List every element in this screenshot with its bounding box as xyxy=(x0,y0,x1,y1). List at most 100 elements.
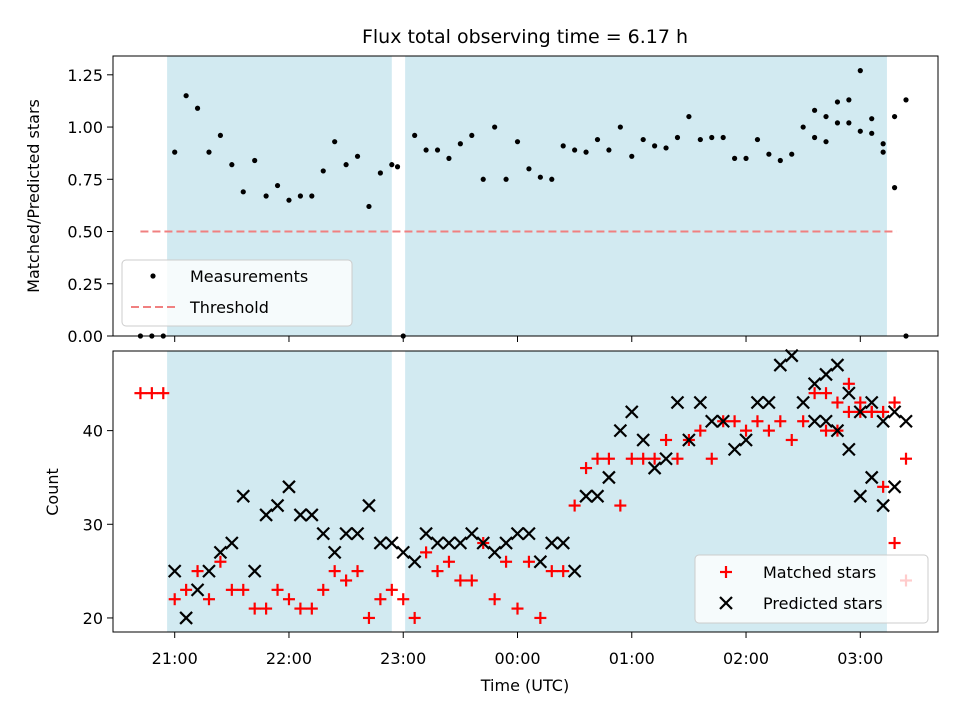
predicted-star-stroke xyxy=(659,451,673,466)
measurement-point xyxy=(880,141,886,147)
predicted-star-point xyxy=(202,564,216,578)
x-tick-label: 23:00 xyxy=(380,649,426,668)
y-tick-label: 1.00 xyxy=(67,118,103,137)
predicted-star-point xyxy=(716,414,730,429)
measurement-point xyxy=(720,134,726,141)
matched-star-point xyxy=(271,583,284,596)
matched-star-point xyxy=(420,546,433,559)
predicted-star-stroke xyxy=(864,470,879,485)
predicted-star-stroke xyxy=(636,433,650,447)
legend-predicted-label: Predicted stars xyxy=(763,594,883,613)
predicted-star-stroke xyxy=(270,498,285,513)
predicted-star-stroke xyxy=(842,442,856,457)
matched-star-point xyxy=(900,452,913,465)
matched-star-point xyxy=(751,415,764,428)
x-tick-label: 03:00 xyxy=(837,649,883,668)
matched-star-point xyxy=(831,396,844,409)
matched-star-point xyxy=(351,565,364,578)
predicted-star-point xyxy=(784,348,799,363)
predicted-star-point xyxy=(510,526,525,541)
matched-star-point xyxy=(442,555,455,568)
predicted-star-point xyxy=(167,564,182,578)
predicted-star-stroke xyxy=(385,536,399,550)
matched-star-point xyxy=(591,452,604,465)
legend-measurements-marker xyxy=(150,273,156,279)
predicted-star-point xyxy=(750,395,765,410)
matched-star-point xyxy=(705,452,718,465)
x-tick-label: 01:00 xyxy=(609,649,655,668)
measurement-point xyxy=(857,68,863,74)
predicted-star-point xyxy=(590,489,605,503)
matched-star-point xyxy=(202,593,215,606)
matched-star-point xyxy=(637,452,650,465)
predicted-star-stroke xyxy=(887,480,902,494)
predicted-star-point xyxy=(567,564,582,578)
bottom-legend-box xyxy=(694,554,929,624)
predicted-star-point xyxy=(442,536,456,550)
y-tick-label: 40 xyxy=(83,422,103,441)
measurement-point xyxy=(811,107,818,113)
matched-star-point xyxy=(671,452,684,465)
predicted-star-stroke xyxy=(350,526,365,541)
legend-matched-marker xyxy=(720,566,732,578)
measurement-point xyxy=(389,162,395,168)
measurement-point xyxy=(537,174,543,180)
predicted-star-point xyxy=(396,545,411,560)
predicted-star-stroke xyxy=(419,526,433,541)
predicted-star-stroke xyxy=(545,536,559,550)
measurement-point xyxy=(880,149,886,155)
predicted-star-point xyxy=(864,395,879,410)
matched-star-point xyxy=(785,433,798,446)
measurement-point xyxy=(297,193,303,199)
predicted-star-point xyxy=(179,611,193,625)
predicted-star-stroke xyxy=(339,526,353,541)
measurement-point xyxy=(286,197,292,203)
predicted-star-stroke xyxy=(465,526,479,541)
measurement-point xyxy=(572,147,578,153)
matched-star-point xyxy=(625,452,638,465)
bottom-legend: Matched stars Predicted stars xyxy=(694,554,929,624)
measurement-point xyxy=(903,97,909,103)
measurement-point xyxy=(377,170,383,176)
predicted-star-stroke xyxy=(282,480,296,494)
predicted-star-point xyxy=(545,536,559,550)
predicted-star-point xyxy=(636,433,650,447)
predicted-star-point xyxy=(876,414,890,429)
bottom-y-axis-label: Count xyxy=(43,468,62,516)
predicted-star-point xyxy=(430,536,445,550)
matched-star-point xyxy=(294,602,307,615)
matched-star-point xyxy=(820,424,833,437)
y-tick-label: 30 xyxy=(83,515,103,534)
predicted-star-stroke xyxy=(487,545,502,560)
predicted-star-point xyxy=(282,480,296,494)
top-axes-frame xyxy=(112,55,939,337)
measurement-point xyxy=(652,143,658,149)
predicted-star-stroke xyxy=(316,526,331,541)
measurement-point xyxy=(663,145,669,151)
measurement-point xyxy=(811,134,818,141)
predicted-star-point xyxy=(419,526,433,541)
matched-star-point xyxy=(888,537,901,550)
measurement-point xyxy=(583,149,589,155)
matched-star-point xyxy=(168,593,181,606)
predicted-star-point xyxy=(487,545,502,560)
predicted-star-stroke xyxy=(453,536,468,550)
matched-star-point xyxy=(842,405,855,418)
measurement-point xyxy=(766,151,772,157)
chart-title: Flux total observing time = 6.17 h xyxy=(362,26,688,48)
measurement-point xyxy=(457,141,463,147)
measurement-point xyxy=(834,99,841,105)
matched-star-point xyxy=(225,583,238,596)
measurement-point xyxy=(492,124,498,130)
measurement-point xyxy=(606,147,612,153)
measurement-point xyxy=(629,153,635,159)
predicted-star-stroke xyxy=(819,367,833,382)
predicted-star-point xyxy=(225,536,239,550)
measurement-point xyxy=(640,136,646,143)
matched-star-point xyxy=(660,433,673,446)
predicted-star-stroke xyxy=(305,508,319,522)
predicted-star-stroke xyxy=(864,395,879,410)
matched-star-point xyxy=(865,405,878,418)
matched-star-point xyxy=(728,415,741,428)
y-tick-label: 1.25 xyxy=(67,66,103,85)
